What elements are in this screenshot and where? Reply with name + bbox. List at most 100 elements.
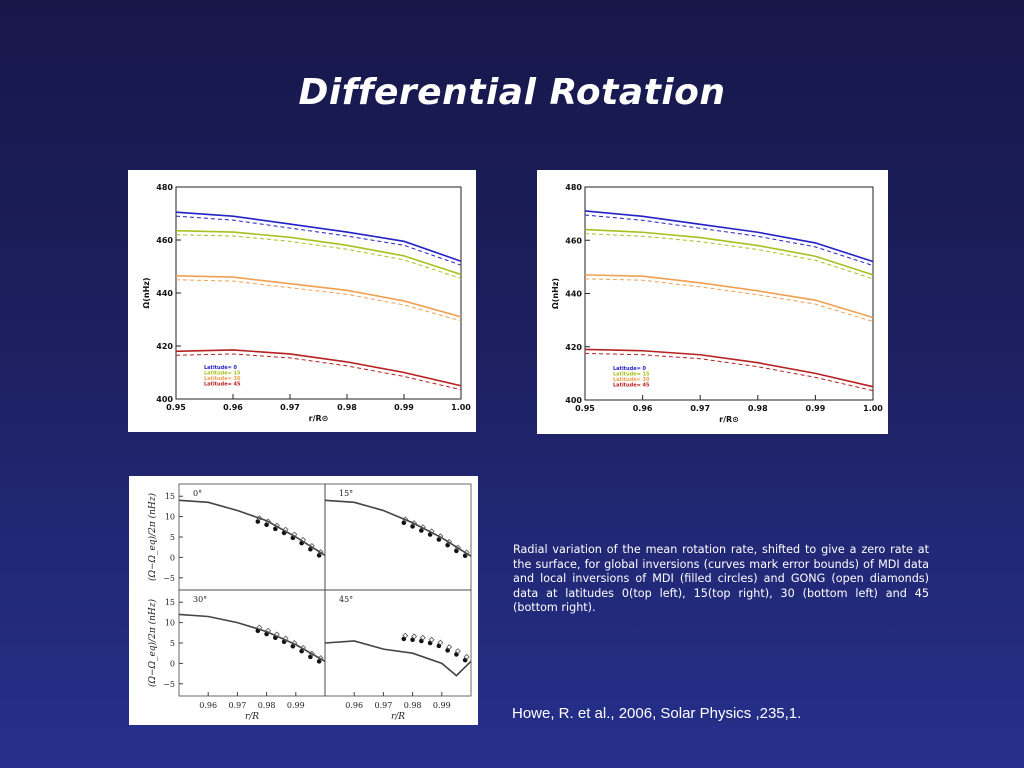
y-tick-label: 10 xyxy=(165,513,175,522)
y-tick-label: 480 xyxy=(565,183,582,192)
series-line-0 xyxy=(175,211,462,262)
x-tick-label: 0.99 xyxy=(287,701,305,710)
global-inversion-curve xyxy=(324,640,472,677)
grid-panel-frame xyxy=(178,589,326,697)
legend-entry-3: Latitude= 45 xyxy=(204,382,241,388)
x-tick-label: 0.98 xyxy=(337,403,357,412)
legend-entry-0: Latitude= 0 xyxy=(613,366,647,372)
grid-panel-frame xyxy=(324,483,472,591)
gong-open-diamond xyxy=(291,640,298,646)
mdi-filled-circle xyxy=(445,648,450,653)
gong-open-diamond xyxy=(428,528,435,535)
gong-open-diamond xyxy=(273,522,280,529)
mdi-filled-circle xyxy=(308,546,313,552)
series-line-3 xyxy=(175,349,462,387)
legend-entry-2: Latitude= 30 xyxy=(613,377,650,383)
citation: Howe, R. et al., 2006, Solar Physics ,23… xyxy=(512,705,802,722)
gong-open-diamond xyxy=(428,636,435,643)
legend-entry-0: Latitude= 0 xyxy=(204,365,238,371)
y-tick-label: 440 xyxy=(565,290,582,299)
series-line-1 xyxy=(584,228,874,276)
mdi-filled-circle xyxy=(255,519,261,524)
figure-caption: Radial variation of the mean rotation ra… xyxy=(513,543,929,614)
mdi-filled-circle xyxy=(445,542,450,548)
y-tick-label: 0 xyxy=(170,553,175,562)
x-tick-label: 0.97 xyxy=(228,701,246,710)
mdi-filled-circle xyxy=(401,520,407,526)
y-tick-label: 10 xyxy=(165,619,175,628)
mdi-filled-circle xyxy=(316,659,322,664)
x-axis-label: r/R xyxy=(391,712,405,722)
series-line-0 xyxy=(584,210,874,263)
gong-open-diamond xyxy=(273,631,280,638)
x-tick-label: 0.96 xyxy=(345,701,363,710)
y-tick-label: 15 xyxy=(165,492,175,501)
panel-latitude-label: 15° xyxy=(339,489,353,498)
gong-open-diamond xyxy=(437,639,444,646)
mdi-filled-circle xyxy=(255,628,261,634)
y-tick-label: 15 xyxy=(165,598,175,607)
chart-panel-right: 0.95 0.96 0.97 0.98 0.99 1.00 400 420 440 460 480 r… xyxy=(537,170,888,434)
x-tick-label: 0.98 xyxy=(258,701,276,710)
legend-entry-1: Latitude= 15 xyxy=(204,371,241,377)
mdi-filled-circle xyxy=(427,532,433,537)
y-tick-label: 400 xyxy=(156,395,173,404)
mdi-filled-circle xyxy=(290,535,296,541)
gong-open-diamond xyxy=(402,632,409,639)
y-tick-label: −5 xyxy=(163,574,175,583)
x-tick-label: 0.96 xyxy=(199,701,217,710)
series-bound-3 xyxy=(175,353,462,391)
x-tick-label: 0.97 xyxy=(690,404,710,413)
series-line-2 xyxy=(584,274,874,319)
gong-open-diamond xyxy=(454,648,461,655)
x-tick-label: 0.97 xyxy=(280,403,300,412)
mdi-filled-circle xyxy=(264,522,269,528)
y-axis-label: (Ω−Ω_eq)/2π (nHz) xyxy=(147,493,158,582)
mdi-filled-circle xyxy=(427,640,433,646)
gong-open-diamond xyxy=(265,627,272,634)
global-inversion-curve xyxy=(178,499,326,557)
y-axis-label: Ω(nHz) xyxy=(551,278,560,309)
gong-open-diamond xyxy=(463,549,470,556)
mdi-filled-circle xyxy=(462,553,468,559)
x-tick-label: 0.95 xyxy=(166,403,186,412)
y-tick-label: 420 xyxy=(565,343,582,352)
y-axis-label: (Ω−Ω_eq)/2π (nHz) xyxy=(147,599,158,688)
mdi-filled-circle xyxy=(316,553,322,558)
chart-panel-grid: 0° 15 10 5 0 −5 (Ω−Ω_eq)/2π (nHz) 15° 30° 15 10 5 0 −… xyxy=(129,476,478,725)
mdi-filled-circle xyxy=(290,643,296,649)
mdi-filled-circle xyxy=(281,530,287,536)
gong-open-diamond xyxy=(446,644,453,651)
mdi-filled-circle xyxy=(419,528,424,533)
mdi-filled-circle xyxy=(454,548,459,554)
global-inversion-curve xyxy=(178,613,326,663)
panel-latitude-label: 45° xyxy=(339,595,353,604)
gong-open-diamond xyxy=(291,531,298,538)
mdi-filled-circle xyxy=(273,635,278,640)
legend-entry-2: Latitude= 30 xyxy=(204,376,241,382)
mdi-filled-circle xyxy=(419,638,424,644)
gong-open-diamond xyxy=(463,653,470,660)
y-axis-label: Ω(nHz) xyxy=(142,277,151,308)
x-tick-label: 0.96 xyxy=(633,404,653,413)
y-tick-label: 0 xyxy=(170,659,175,668)
mdi-filled-circle xyxy=(401,636,407,642)
gong-open-diamond xyxy=(411,633,418,640)
rotation-chart-left: 0.95 0.96 0.97 0.98 0.99 1.00 400 420 440 460 480 r… xyxy=(142,183,471,423)
gong-open-diamond xyxy=(265,518,272,525)
gong-open-diamond xyxy=(308,650,315,657)
gong-open-diamond xyxy=(437,533,444,540)
y-tick-label: 400 xyxy=(565,396,582,405)
latitude-grid-chart: 0° 15 10 5 0 −5 (Ω−Ω_eq)/2π (nHz) 15° 30° 15 10 5 0 −… xyxy=(147,483,472,722)
mdi-filled-circle xyxy=(410,637,415,643)
gong-open-diamond xyxy=(300,536,307,543)
mdi-filled-circle xyxy=(299,648,304,654)
gong-open-diamond xyxy=(446,538,453,545)
y-tick-label: 5 xyxy=(170,533,175,542)
gong-open-diamond xyxy=(317,655,324,662)
gong-open-diamond xyxy=(256,515,263,522)
grid-panel-frame xyxy=(324,589,472,697)
x-tick-label: 0.98 xyxy=(404,701,422,710)
x-tick-label: 0.98 xyxy=(748,404,768,413)
series-line-2 xyxy=(175,274,462,318)
